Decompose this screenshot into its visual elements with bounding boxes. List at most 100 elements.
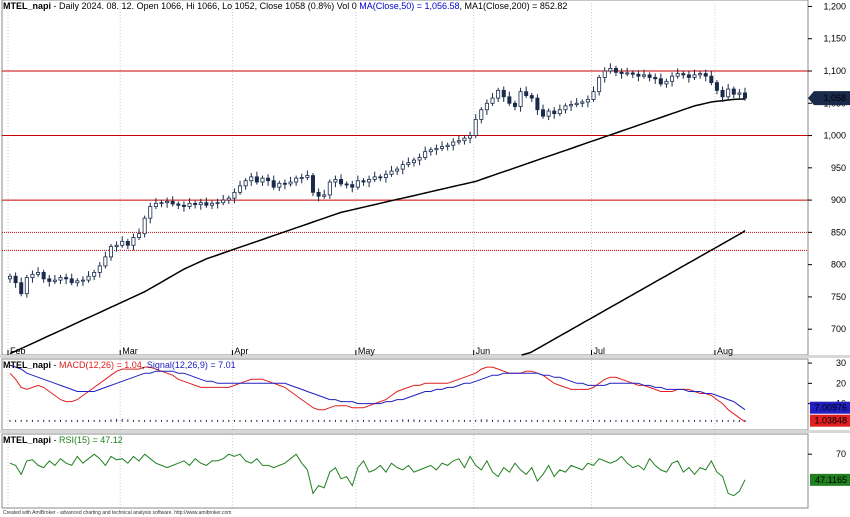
candle xyxy=(288,176,293,187)
candle xyxy=(602,67,607,83)
macd-value-label: 1.03848 xyxy=(814,416,847,426)
panel-divider xyxy=(0,355,850,358)
candle-body xyxy=(625,72,630,75)
candle xyxy=(13,272,18,288)
signal-line xyxy=(9,364,746,411)
candle xyxy=(7,273,12,283)
candle-body xyxy=(24,277,29,295)
candle-body xyxy=(181,204,186,207)
price-ytick-label: 1,100 xyxy=(823,66,846,76)
candle xyxy=(221,194,226,206)
candle xyxy=(294,175,299,186)
candle xyxy=(434,144,439,155)
candle xyxy=(103,251,108,269)
candle-body xyxy=(131,237,136,246)
price-ytick-label: 1,200 xyxy=(823,1,846,11)
candle-body xyxy=(232,191,237,199)
candle-body xyxy=(535,97,540,111)
candle-body xyxy=(541,109,546,117)
candle-body xyxy=(288,181,293,185)
candle-body xyxy=(372,176,377,180)
candle-body xyxy=(361,180,366,183)
candle xyxy=(92,269,97,281)
candle-body xyxy=(7,275,12,280)
candle-body xyxy=(148,206,153,219)
candle xyxy=(451,138,456,151)
candle-body xyxy=(423,151,428,158)
candle xyxy=(316,188,321,202)
candle-body xyxy=(187,202,192,207)
candle-body xyxy=(686,74,691,78)
candle-body xyxy=(254,176,259,183)
candle-body xyxy=(176,203,181,206)
candle xyxy=(277,180,282,192)
candle xyxy=(518,87,523,112)
candle xyxy=(619,68,624,79)
rsi-ytick-label: 70 xyxy=(836,449,846,459)
candle xyxy=(406,157,411,168)
candle xyxy=(266,174,271,186)
candle xyxy=(148,202,153,224)
candle-body xyxy=(406,162,411,165)
price-header-symbol: MTEL_napi xyxy=(3,1,51,11)
ma200-line xyxy=(521,229,746,356)
candle-body xyxy=(591,91,596,100)
macd-header-sep: , xyxy=(142,360,147,370)
candle xyxy=(97,262,102,278)
candle xyxy=(580,99,585,108)
month-label: Jul xyxy=(594,346,606,356)
candle-body xyxy=(557,109,562,114)
candle xyxy=(181,201,186,212)
candle xyxy=(47,274,52,287)
candle xyxy=(557,104,562,117)
candle xyxy=(299,173,304,184)
month-label: Jun xyxy=(476,346,491,356)
candle-body xyxy=(647,74,652,78)
price-ytick-label: 1,150 xyxy=(823,34,846,44)
candle-body xyxy=(512,102,517,107)
candle-body xyxy=(726,88,731,98)
candle xyxy=(686,71,691,83)
macd-header-macd: MACD(12,26) = 1.04 xyxy=(59,360,142,370)
candle xyxy=(344,181,349,189)
candle-body xyxy=(608,68,613,72)
candle xyxy=(512,100,517,111)
signal-value-tag xyxy=(810,401,850,414)
candle xyxy=(86,271,91,283)
candle xyxy=(361,178,366,186)
candle xyxy=(226,195,231,204)
candle-body xyxy=(613,68,618,73)
candle-body xyxy=(389,170,394,175)
candle xyxy=(153,198,158,210)
candle-body xyxy=(501,89,506,98)
candle-body xyxy=(294,177,299,183)
candle xyxy=(541,104,546,119)
candle xyxy=(30,270,35,283)
candle-body xyxy=(664,80,669,85)
candle-body xyxy=(86,275,91,281)
candle-body xyxy=(658,78,663,85)
candle xyxy=(310,172,315,197)
rsi-line xyxy=(9,453,746,497)
ma50-line xyxy=(9,98,746,355)
candle-body xyxy=(238,185,243,193)
candle-body xyxy=(350,184,355,188)
candle xyxy=(585,95,590,108)
candle xyxy=(535,94,540,115)
month-label: Apr xyxy=(234,346,248,356)
macd-header-symbol: MTEL_napi xyxy=(3,360,51,370)
candle xyxy=(198,198,203,210)
candle xyxy=(249,172,254,186)
candle-body xyxy=(103,256,108,267)
macd-ytick-label: 30 xyxy=(836,358,846,368)
candle xyxy=(670,72,675,87)
candle-body xyxy=(479,109,484,120)
candle xyxy=(131,233,136,251)
candle xyxy=(165,197,170,208)
candle xyxy=(507,91,512,106)
candle-body xyxy=(574,102,579,105)
candle xyxy=(243,178,248,190)
candle-body xyxy=(30,273,35,278)
candle-body xyxy=(142,217,147,235)
candle-body xyxy=(170,200,175,205)
